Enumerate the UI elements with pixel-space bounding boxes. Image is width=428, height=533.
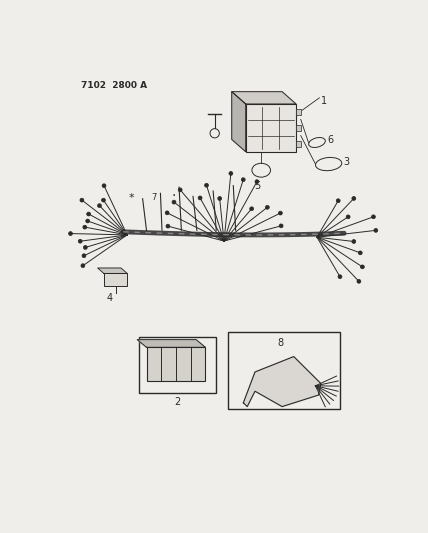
Circle shape [101, 198, 105, 202]
Bar [296, 141, 301, 147]
Circle shape [160, 208, 163, 212]
Bar [139, 337, 216, 393]
Circle shape [357, 251, 361, 254]
Circle shape [206, 187, 210, 191]
Circle shape [358, 263, 362, 267]
Polygon shape [137, 340, 205, 348]
Circle shape [276, 197, 279, 201]
Bar [228, 332, 340, 409]
Text: *: * [128, 193, 134, 203]
Circle shape [336, 199, 340, 204]
Circle shape [269, 227, 273, 230]
Circle shape [77, 207, 81, 211]
Circle shape [84, 201, 88, 205]
Polygon shape [98, 268, 127, 273]
Circle shape [353, 211, 357, 214]
Text: 1: 1 [321, 96, 327, 106]
Text: 6: 6 [328, 135, 334, 145]
Bar [246, 104, 296, 152]
Bar [146, 348, 205, 381]
Circle shape [343, 206, 347, 209]
Text: 5: 5 [254, 181, 261, 191]
Circle shape [185, 211, 189, 214]
Text: 3: 3 [343, 157, 350, 167]
Circle shape [362, 230, 366, 233]
Text: ·: · [172, 189, 176, 203]
Bar [104, 273, 127, 286]
Bar [296, 109, 301, 115]
Circle shape [76, 257, 80, 261]
Text: 8: 8 [277, 338, 284, 348]
Circle shape [70, 249, 74, 253]
Circle shape [216, 182, 220, 186]
Bar [296, 125, 301, 131]
Polygon shape [244, 357, 321, 407]
Circle shape [227, 193, 231, 197]
Polygon shape [232, 92, 246, 152]
Text: 4: 4 [106, 294, 112, 303]
Circle shape [345, 287, 349, 291]
Circle shape [96, 253, 100, 257]
Circle shape [73, 240, 77, 244]
Circle shape [87, 232, 91, 236]
Circle shape [184, 195, 188, 198]
Circle shape [70, 223, 74, 227]
Circle shape [346, 268, 350, 272]
Circle shape [71, 214, 74, 217]
Circle shape [363, 218, 366, 222]
Circle shape [372, 242, 376, 246]
Text: 2: 2 [174, 397, 181, 407]
Circle shape [104, 188, 108, 192]
Text: 7: 7 [152, 193, 157, 203]
Circle shape [254, 181, 258, 185]
Circle shape [281, 210, 285, 214]
Circle shape [241, 181, 244, 184]
Polygon shape [232, 92, 296, 104]
Circle shape [201, 200, 205, 204]
Circle shape [253, 204, 256, 207]
Circle shape [172, 226, 177, 230]
Circle shape [86, 192, 90, 196]
Text: 7102  2800 A: 7102 2800 A [80, 81, 147, 90]
